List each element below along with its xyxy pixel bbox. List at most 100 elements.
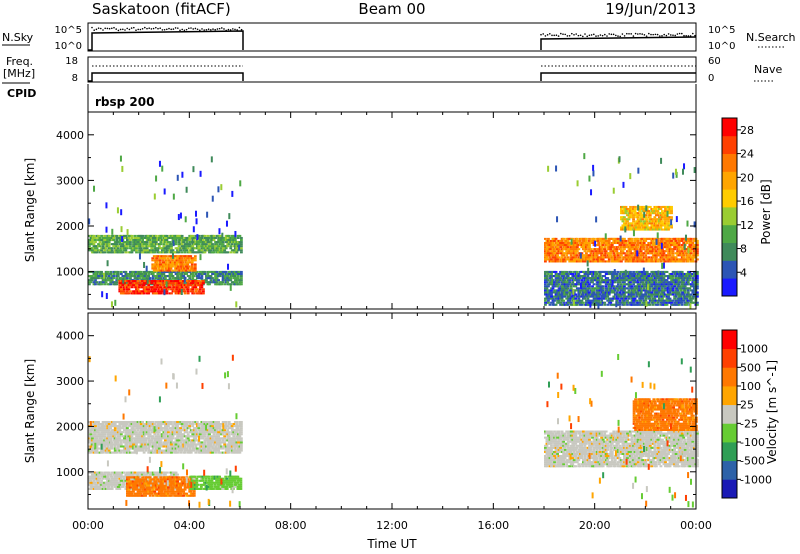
power-cell	[161, 265, 165, 268]
power-cell	[164, 270, 167, 273]
power-cell	[554, 289, 558, 292]
power-cell	[591, 239, 594, 242]
power-cell	[630, 256, 634, 259]
power-cell	[236, 236, 240, 240]
power-cell	[224, 236, 228, 240]
power-cell	[98, 241, 102, 244]
power-cell	[212, 270, 216, 273]
power-cell	[116, 275, 120, 278]
velocity-cell	[95, 441, 99, 444]
power-cell	[671, 293, 675, 296]
power-cell	[692, 272, 696, 276]
power-cell	[112, 245, 116, 248]
velocity-cell	[115, 447, 119, 450]
power-cell	[179, 239, 182, 242]
velocity-cell	[103, 431, 106, 434]
power-cell	[639, 293, 643, 296]
power-cell	[230, 241, 234, 244]
power-cell	[198, 245, 202, 248]
power-cell	[553, 295, 556, 298]
power-cell	[227, 243, 231, 246]
power-cell	[160, 255, 164, 258]
power-cell	[667, 285, 670, 288]
power-cell	[647, 283, 651, 286]
power-cell	[148, 281, 152, 284]
power-cell	[683, 297, 687, 300]
power-cell	[104, 243, 108, 246]
power-cell	[557, 297, 561, 300]
power-cell	[97, 275, 100, 278]
power-cell	[153, 243, 157, 246]
power-cell	[632, 303, 635, 306]
power-cell	[673, 241, 676, 245]
power-cell	[566, 285, 570, 288]
power-cell	[623, 224, 626, 227]
velocity-cell	[95, 429, 99, 432]
power-cell	[676, 279, 680, 282]
velocity-cell	[92, 433, 96, 436]
power-cell	[166, 259, 170, 262]
power-cell	[211, 272, 214, 276]
power-cell	[215, 241, 219, 244]
power-cell	[647, 216, 651, 219]
power-cell	[689, 297, 693, 300]
power-cell	[696, 301, 699, 304]
power-cell	[544, 283, 547, 286]
power-cell	[547, 299, 550, 302]
power-cell	[607, 287, 611, 290]
power-cell	[151, 267, 155, 270]
power-cell	[168, 247, 172, 250]
power-cell	[118, 236, 122, 240]
power-cell	[94, 279, 97, 282]
power-cell	[586, 293, 590, 296]
power-cell	[595, 239, 599, 242]
power-cell	[583, 272, 587, 276]
power-cell	[188, 275, 192, 278]
velocity-cell	[100, 449, 103, 452]
power-cell	[206, 270, 210, 273]
power-cell	[198, 282, 202, 285]
power-cell	[177, 214, 180, 221]
power-cell	[689, 246, 693, 249]
power-cell	[138, 234, 141, 237]
power-cell	[623, 295, 626, 298]
power-cell	[595, 248, 599, 251]
power-cell	[627, 279, 631, 282]
velocity-cell	[89, 433, 93, 436]
power-cell	[689, 250, 693, 253]
power-cell	[110, 301, 113, 308]
power-cell	[107, 272, 111, 276]
power-cell	[215, 277, 219, 280]
power-cell	[589, 250, 593, 253]
power-cell	[232, 234, 236, 237]
power-cell	[214, 277, 217, 280]
power-cell	[603, 239, 607, 242]
power-cell	[544, 270, 547, 273]
power-cell	[620, 226, 623, 229]
power-cell	[680, 297, 684, 300]
power-cell	[691, 301, 695, 304]
power-cell	[162, 245, 166, 248]
power-cell	[677, 297, 681, 300]
power-cell	[683, 250, 687, 253]
power-cell	[160, 284, 164, 287]
power-cell	[151, 270, 155, 273]
power-cell	[188, 239, 192, 242]
power-cell	[670, 239, 673, 242]
power-cell	[686, 258, 690, 261]
power-cell	[613, 260, 617, 263]
power-cell	[679, 246, 683, 249]
power-cell	[692, 275, 696, 278]
power-cell	[594, 272, 597, 276]
power-cell	[145, 247, 149, 250]
power-cell	[635, 285, 638, 288]
power-cell	[642, 295, 646, 298]
power-cell	[578, 241, 582, 245]
power-cell	[112, 283, 116, 286]
power-cell	[642, 228, 646, 231]
power-cell	[670, 285, 673, 288]
power-cell	[545, 277, 549, 280]
power-cell	[150, 282, 154, 285]
power-cell	[154, 292, 158, 295]
power-cell	[610, 237, 614, 240]
